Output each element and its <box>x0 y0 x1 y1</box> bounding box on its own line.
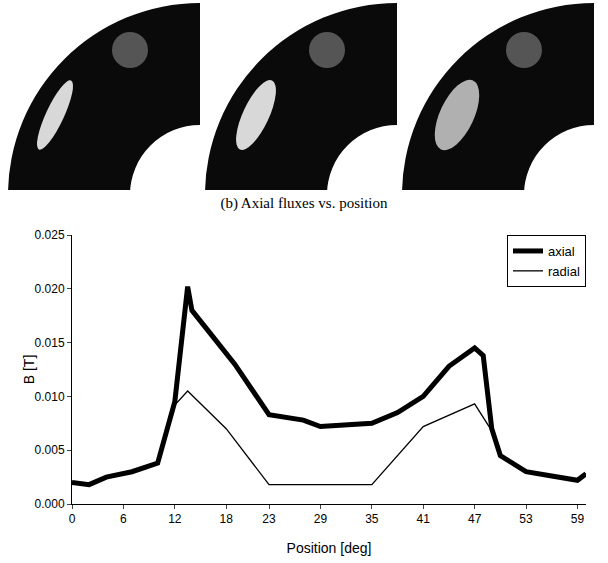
svg-text:0: 0 <box>69 512 76 526</box>
svg-text:B [T]: B [T] <box>21 355 37 385</box>
svg-text:0.025: 0.025 <box>35 228 65 242</box>
svg-text:35: 35 <box>365 512 379 526</box>
svg-text:Position [deg]: Position [deg] <box>287 540 372 556</box>
svg-text:0.010: 0.010 <box>35 390 65 404</box>
svg-text:0.015: 0.015 <box>35 336 65 350</box>
svg-text:0.000: 0.000 <box>35 497 65 511</box>
svg-text:41: 41 <box>417 512 431 526</box>
svg-text:axial: axial <box>548 244 575 259</box>
svg-text:23: 23 <box>262 512 276 526</box>
svg-text:12: 12 <box>168 512 182 526</box>
svg-text:0.005: 0.005 <box>35 443 65 457</box>
svg-text:29: 29 <box>314 512 328 526</box>
svg-text:18: 18 <box>220 512 234 526</box>
svg-text:59: 59 <box>571 512 585 526</box>
svg-text:6: 6 <box>120 512 127 526</box>
svg-text:47: 47 <box>468 512 482 526</box>
svg-text:53: 53 <box>519 512 533 526</box>
html-text:(b) Axial fluxes vs. position: (b) Axial fluxes vs. position <box>220 195 388 211</box>
svg-text:radial: radial <box>548 264 580 279</box>
svg-text:0.020: 0.020 <box>35 282 65 296</box>
